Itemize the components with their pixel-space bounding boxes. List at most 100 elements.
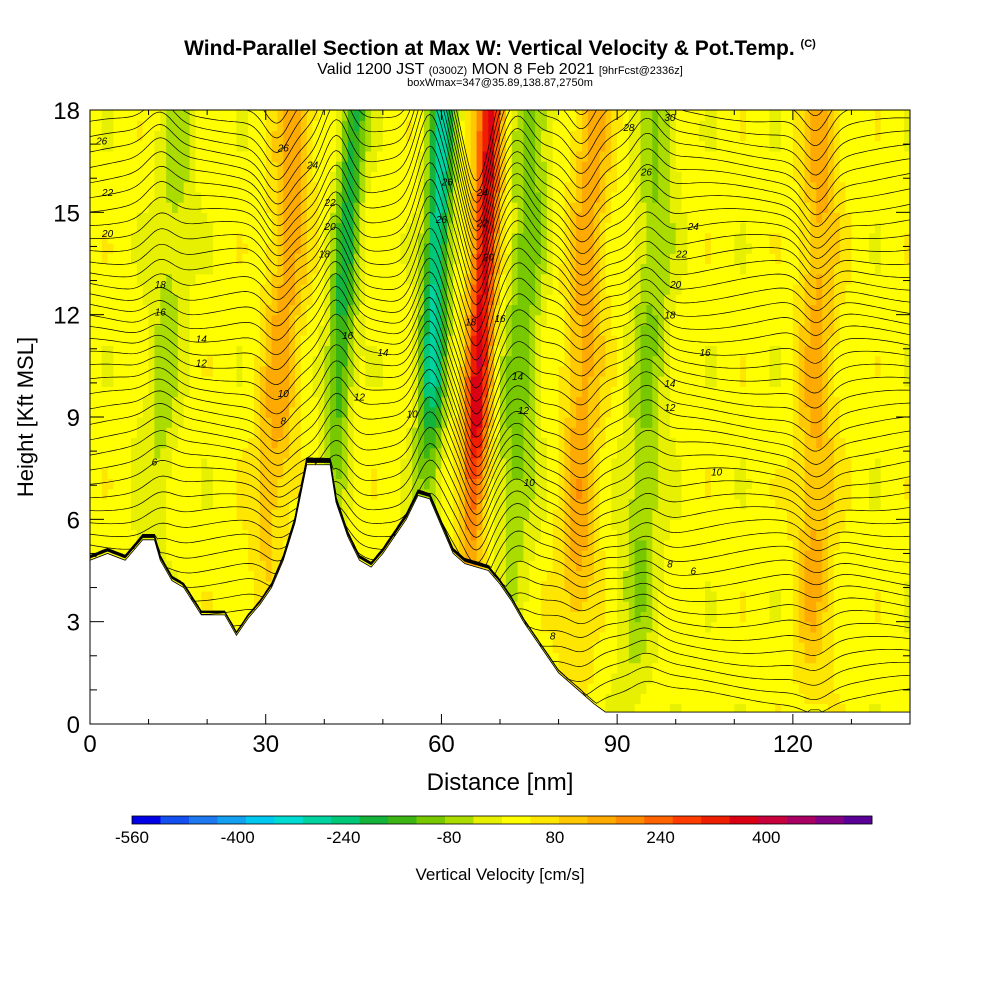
w-cell (464, 468, 472, 479)
w-cell (131, 294, 138, 306)
w-cell (183, 263, 191, 275)
w-cell (423, 283, 431, 295)
w-cell (535, 110, 542, 121)
w-cell (295, 365, 302, 377)
w-cell (570, 324, 577, 336)
w-cell (142, 417, 150, 428)
w-cell (312, 263, 320, 275)
w-cell (546, 447, 554, 459)
w-cell (213, 519, 220, 531)
w-cell (418, 406, 425, 418)
w-cell (177, 335, 185, 346)
w-cell (488, 386, 495, 398)
w-cell (336, 110, 343, 121)
w-cell (353, 253, 361, 265)
w-cell (172, 447, 179, 459)
w-cell (101, 243, 109, 254)
w-cell (464, 283, 472, 295)
w-cell (306, 376, 314, 387)
w-cell (476, 181, 484, 193)
w-cell (406, 304, 413, 316)
w-cell (289, 171, 296, 183)
w-cell (523, 478, 530, 490)
w-cell (377, 406, 384, 418)
w-cell (488, 283, 495, 295)
w-cell (541, 181, 548, 193)
w-cell (341, 212, 349, 224)
w-cell (207, 150, 214, 162)
w-cell (505, 345, 513, 357)
w-cell (500, 417, 507, 428)
w-cell (218, 550, 226, 561)
w-cell (570, 642, 577, 653)
w-cell (160, 243, 167, 254)
w-cell (418, 171, 425, 183)
w-cell (312, 437, 320, 449)
w-cell (476, 386, 484, 398)
w-cell (464, 304, 472, 316)
w-cell (558, 273, 566, 285)
w-cell (119, 232, 126, 244)
w-cell (558, 324, 566, 336)
w-cell (300, 243, 308, 254)
w-cell (254, 243, 261, 254)
w-cell (482, 457, 489, 469)
w-cell (172, 222, 179, 234)
w-cell (564, 427, 571, 439)
w-cell (189, 355, 197, 367)
w-cell (470, 120, 478, 132)
w-cell (517, 509, 525, 520)
w-cell (213, 212, 220, 224)
w-cell (160, 150, 167, 162)
w-cell (406, 447, 413, 459)
w-cell (306, 232, 314, 244)
w-cell (295, 304, 302, 316)
w-cell (160, 222, 167, 234)
w-cell (230, 417, 238, 428)
w-cell (336, 283, 343, 295)
w-cell (418, 335, 425, 346)
w-cell (464, 539, 472, 551)
w-cell (541, 222, 548, 234)
w-cell (300, 355, 308, 367)
w-cell (277, 498, 284, 510)
w-cell (365, 519, 372, 531)
w-cell (125, 355, 132, 367)
w-cell (295, 294, 302, 306)
w-cell (441, 294, 448, 306)
w-cell (154, 498, 161, 510)
w-cell (154, 171, 161, 183)
w-cell (511, 509, 519, 520)
w-cell (546, 191, 554, 203)
w-cell (207, 478, 214, 490)
w-cell (347, 324, 355, 336)
w-cell (236, 335, 243, 346)
w-cell (312, 120, 320, 132)
w-cell (283, 376, 290, 387)
w-cell (441, 345, 448, 357)
w-cell (201, 570, 208, 582)
w-cell (248, 560, 255, 572)
w-cell (330, 181, 337, 193)
w-cell (394, 386, 402, 398)
w-cell (353, 314, 361, 326)
w-cell (265, 314, 273, 326)
w-cell (546, 222, 554, 234)
w-cell (400, 120, 407, 132)
w-cell (101, 253, 109, 265)
w-cell (119, 437, 126, 449)
w-cell (107, 509, 115, 520)
w-cell (494, 376, 501, 387)
w-cell (183, 488, 191, 500)
w-cell (289, 222, 296, 234)
w-cell (535, 324, 542, 336)
w-cell (271, 437, 279, 449)
w-cell (248, 590, 255, 602)
w-cell (166, 519, 173, 531)
w-cell (336, 243, 343, 254)
w-cell (570, 212, 577, 224)
w-cell (423, 335, 431, 346)
w-cell (347, 509, 355, 520)
w-cell (552, 488, 560, 500)
w-cell (289, 386, 296, 398)
